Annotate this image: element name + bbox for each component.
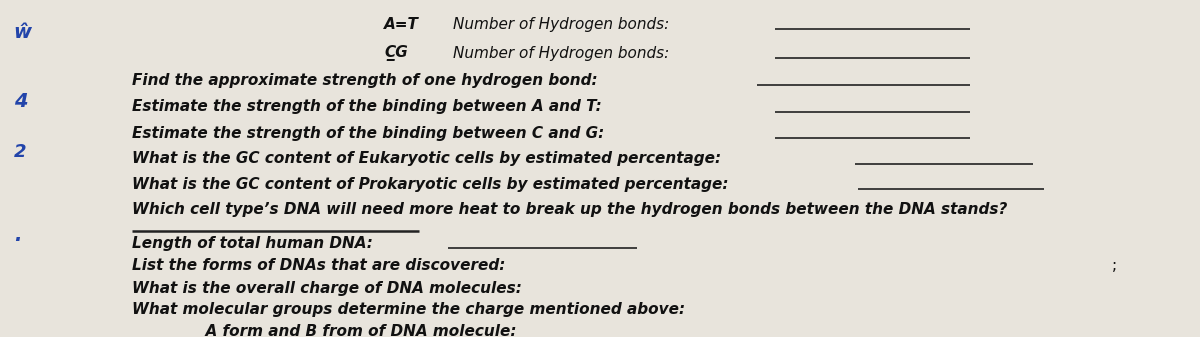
Text: Number of Hydrogen bonds:: Number of Hydrogen bonds: (454, 46, 670, 61)
Text: What is the overall charge of DNA molecules:: What is the overall charge of DNA molecu… (132, 281, 522, 296)
Text: List the forms of DNAs that are discovered:: List the forms of DNAs that are discover… (132, 258, 505, 273)
Text: ŵ: ŵ (13, 23, 31, 41)
Text: A form and B from of DNA molecule:: A form and B from of DNA molecule: (132, 324, 516, 337)
Text: ;: ; (1112, 258, 1117, 273)
Text: 4: 4 (13, 92, 28, 111)
Text: 2: 2 (13, 143, 26, 161)
Text: C̲G: C̲G (384, 45, 408, 61)
Text: A=T: A=T (384, 17, 419, 32)
Text: What is the GC content of Eukaryotic cells by estimated percentage:: What is the GC content of Eukaryotic cel… (132, 152, 721, 166)
Text: Estimate the strength of the binding between C and G:: Estimate the strength of the binding bet… (132, 126, 605, 141)
Text: .: . (13, 226, 22, 245)
Text: Number of Hydrogen bonds:: Number of Hydrogen bonds: (454, 17, 670, 32)
Text: What is the GC content of Prokaryotic cells by estimated percentage:: What is the GC content of Prokaryotic ce… (132, 177, 728, 192)
Text: What molecular groups determine the charge mentioned above:: What molecular groups determine the char… (132, 303, 685, 317)
Text: Length of total human DNA:: Length of total human DNA: (132, 236, 373, 251)
Text: Estimate the strength of the binding between A and T:: Estimate the strength of the binding bet… (132, 99, 601, 114)
Text: Which cell type’s DNA will need more heat to break up the hydrogen bonds between: Which cell type’s DNA will need more hea… (132, 202, 1007, 217)
Text: Find the approximate strength of one hydrogen bond:: Find the approximate strength of one hyd… (132, 73, 598, 88)
